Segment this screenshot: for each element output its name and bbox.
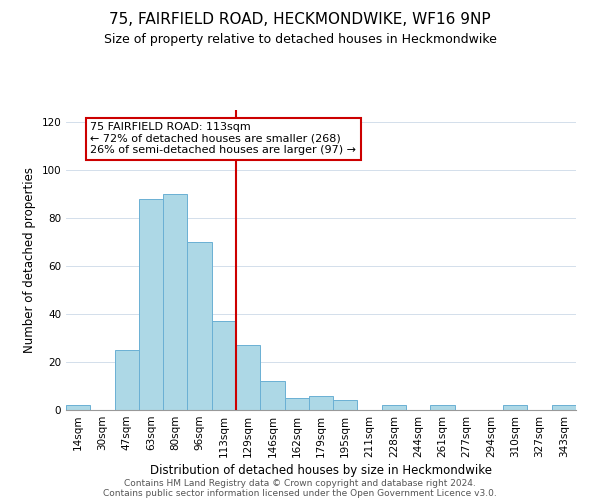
Bar (552, 405, 576, 410)
Text: 75 FAIRFIELD ROAD: 113sqm
← 72% of detached houses are smaller (268)
26% of semi: 75 FAIRFIELD ROAD: 113sqm ← 72% of detac… (90, 122, 356, 155)
Text: Size of property relative to detached houses in Heckmondwike: Size of property relative to detached ho… (104, 32, 496, 46)
Bar (66, 405, 90, 410)
Bar (382, 405, 406, 410)
Bar (333, 400, 358, 410)
Text: Contains HM Land Registry data © Crown copyright and database right 2024.: Contains HM Land Registry data © Crown c… (124, 478, 476, 488)
Bar (309, 396, 333, 410)
Bar (284, 398, 309, 410)
Bar (260, 381, 284, 410)
Bar (187, 242, 212, 410)
Text: Contains public sector information licensed under the Open Government Licence v3: Contains public sector information licen… (103, 488, 497, 498)
Text: 75, FAIRFIELD ROAD, HECKMONDWIKE, WF16 9NP: 75, FAIRFIELD ROAD, HECKMONDWIKE, WF16 9… (109, 12, 491, 28)
Bar (236, 345, 260, 410)
Bar (163, 194, 187, 410)
Bar (430, 405, 455, 410)
Bar (212, 321, 236, 410)
Bar (503, 405, 527, 410)
Y-axis label: Number of detached properties: Number of detached properties (23, 167, 36, 353)
Bar (115, 350, 139, 410)
Bar (139, 199, 163, 410)
X-axis label: Distribution of detached houses by size in Heckmondwike: Distribution of detached houses by size … (150, 464, 492, 477)
